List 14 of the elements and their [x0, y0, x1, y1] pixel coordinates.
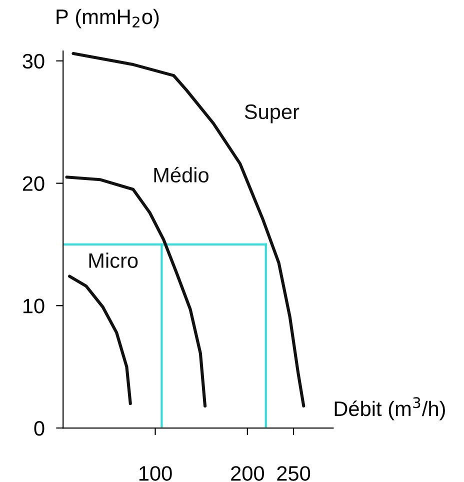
x-axis-title: Débit (m$^{3}$/h) [334, 397, 445, 420]
y-tick-label: 30 [22, 54, 44, 69]
series-label: Super [244, 104, 300, 124]
x-tick-label: 100 [139, 466, 172, 481]
series-label: Médio [154, 166, 208, 182]
x-tick-label: 200 [231, 466, 264, 481]
line-series [72, 52, 306, 408]
y-axis-title: P (mmH$_{2}$o) [56, 8, 159, 28]
series-label: Micro [89, 252, 138, 268]
line-series [68, 274, 132, 406]
x-tick-label: 250 [277, 466, 310, 481]
y-tick-label: 10 [23, 298, 44, 314]
y-tick-label: 0 [34, 421, 44, 436]
y-tick-label: 20 [22, 176, 44, 192]
